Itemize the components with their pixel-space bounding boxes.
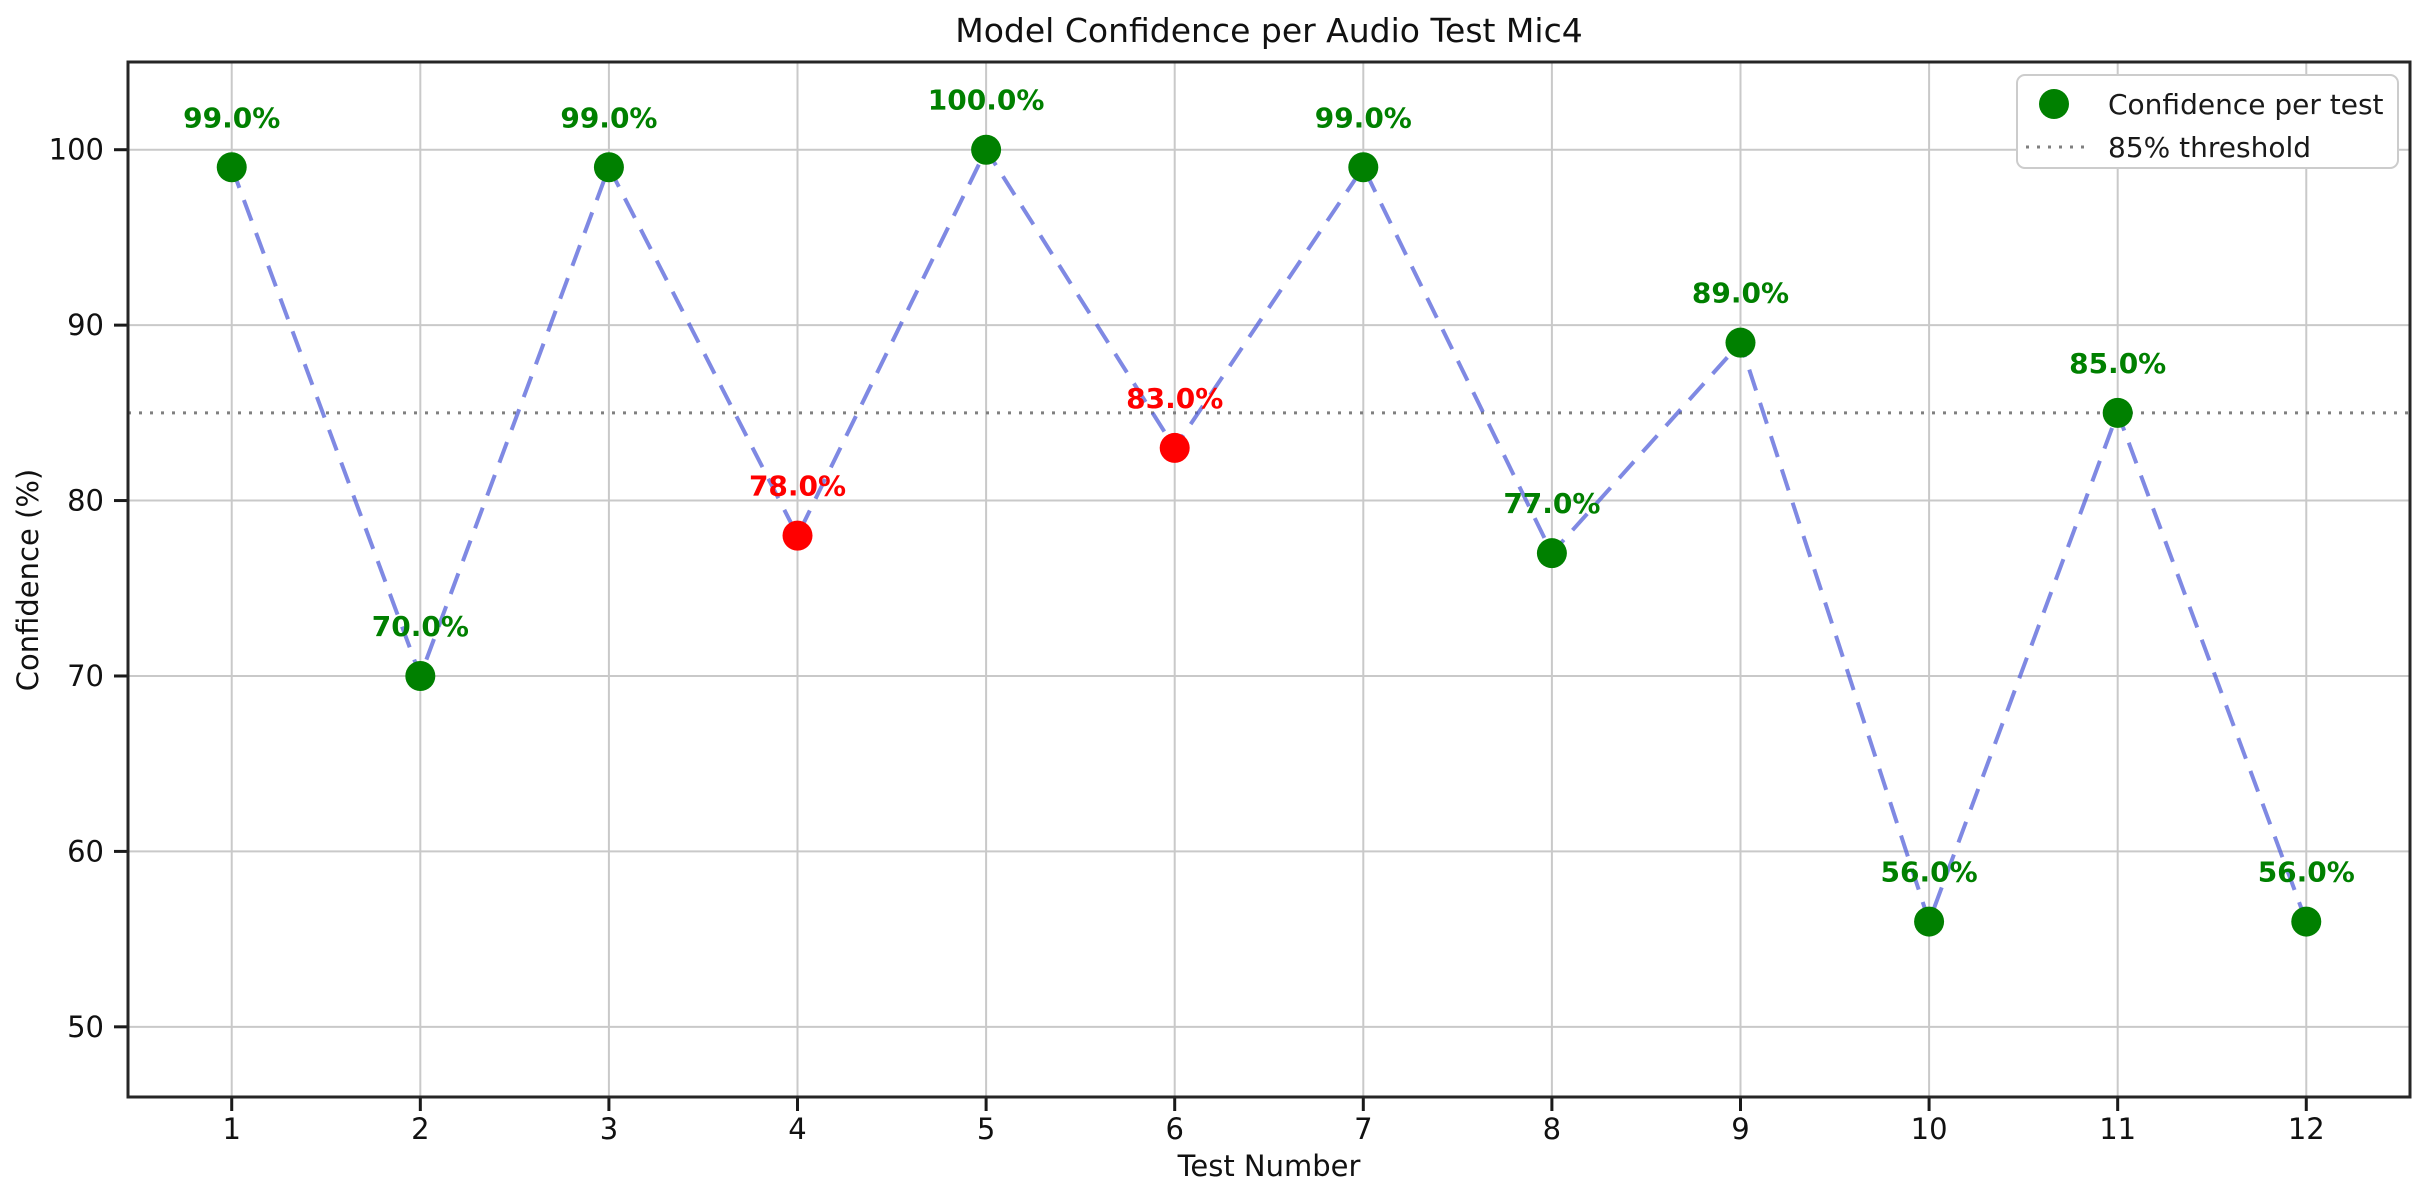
data-point-label: 100.0% — [928, 84, 1045, 117]
chart-title: Model Confidence per Audio Test Mic4 — [955, 11, 1582, 50]
legend: Confidence per test 85% threshold — [2016, 74, 2399, 169]
x-tick-label: 3 — [600, 1112, 618, 1146]
data-layer: 99.0% 70.0% 99.0% 78.0% 100.0% 83.0% 99.0% 77.0… — [128, 84, 2410, 937]
data-point-label: 85.0% — [2069, 347, 2166, 380]
data-point-label: 99.0% — [183, 101, 280, 134]
data-point — [2291, 906, 2322, 937]
y-tick-label: 90 — [67, 308, 104, 342]
data-point — [1725, 327, 1756, 358]
x-tick-label: 9 — [1731, 1112, 1749, 1146]
data-point — [1348, 152, 1379, 183]
x-axis-label: Test Number — [1177, 1149, 1361, 1183]
y-tick-label: 100 — [49, 133, 104, 167]
y-tick-label: 80 — [67, 484, 104, 518]
y-tick-label: 70 — [67, 659, 104, 693]
y-axis-label: Confidence (%) — [11, 469, 45, 691]
data-point-label: 77.0% — [1503, 487, 1600, 520]
data-point-label: 56.0% — [2258, 856, 2355, 889]
x-tick-label: 2 — [411, 1112, 429, 1146]
data-point — [593, 152, 624, 183]
data-point-label: 89.0% — [1692, 277, 1789, 310]
plot-border — [126, 60, 2412, 1099]
x-tick-label: 7 — [1354, 1112, 1372, 1146]
data-point-label: 83.0% — [1126, 382, 1223, 415]
legend-label-confidence: Confidence per test — [2108, 88, 2384, 121]
data-point — [971, 134, 1002, 165]
data-point — [405, 660, 436, 691]
data-point-label: 99.0% — [560, 101, 657, 134]
grid-layer — [128, 62, 2410, 1097]
data-point-label: 70.0% — [372, 610, 469, 643]
y-tick-label: 60 — [67, 834, 104, 868]
x-tick-label: 12 — [2288, 1112, 2325, 1146]
x-tick-label: 11 — [2099, 1112, 2136, 1146]
x-tick-label: 5 — [977, 1112, 995, 1146]
data-point — [782, 520, 813, 551]
legend-box — [2016, 74, 2399, 169]
data-point — [2102, 397, 2133, 428]
y-tick-label: 50 — [67, 1010, 104, 1044]
data-point — [1914, 906, 1945, 937]
data-point — [1159, 432, 1190, 463]
confidence-line — [229, 145, 2309, 928]
data-point-label: 78.0% — [749, 470, 846, 503]
legend-label-threshold: 85% threshold — [2108, 131, 2311, 164]
data-point-label: 56.0% — [1881, 856, 1978, 889]
x-tick-label: 1 — [223, 1112, 241, 1146]
legend-marker-confidence-icon — [2039, 89, 2069, 119]
x-tick-label: 10 — [1911, 1112, 1948, 1146]
x-tick-label: 6 — [1165, 1112, 1183, 1146]
x-tick-label: 4 — [788, 1112, 806, 1146]
data-point — [216, 152, 247, 183]
data-point — [1536, 538, 1567, 569]
x-tick-label: 8 — [1543, 1112, 1561, 1146]
data-point-label: 99.0% — [1315, 101, 1412, 134]
